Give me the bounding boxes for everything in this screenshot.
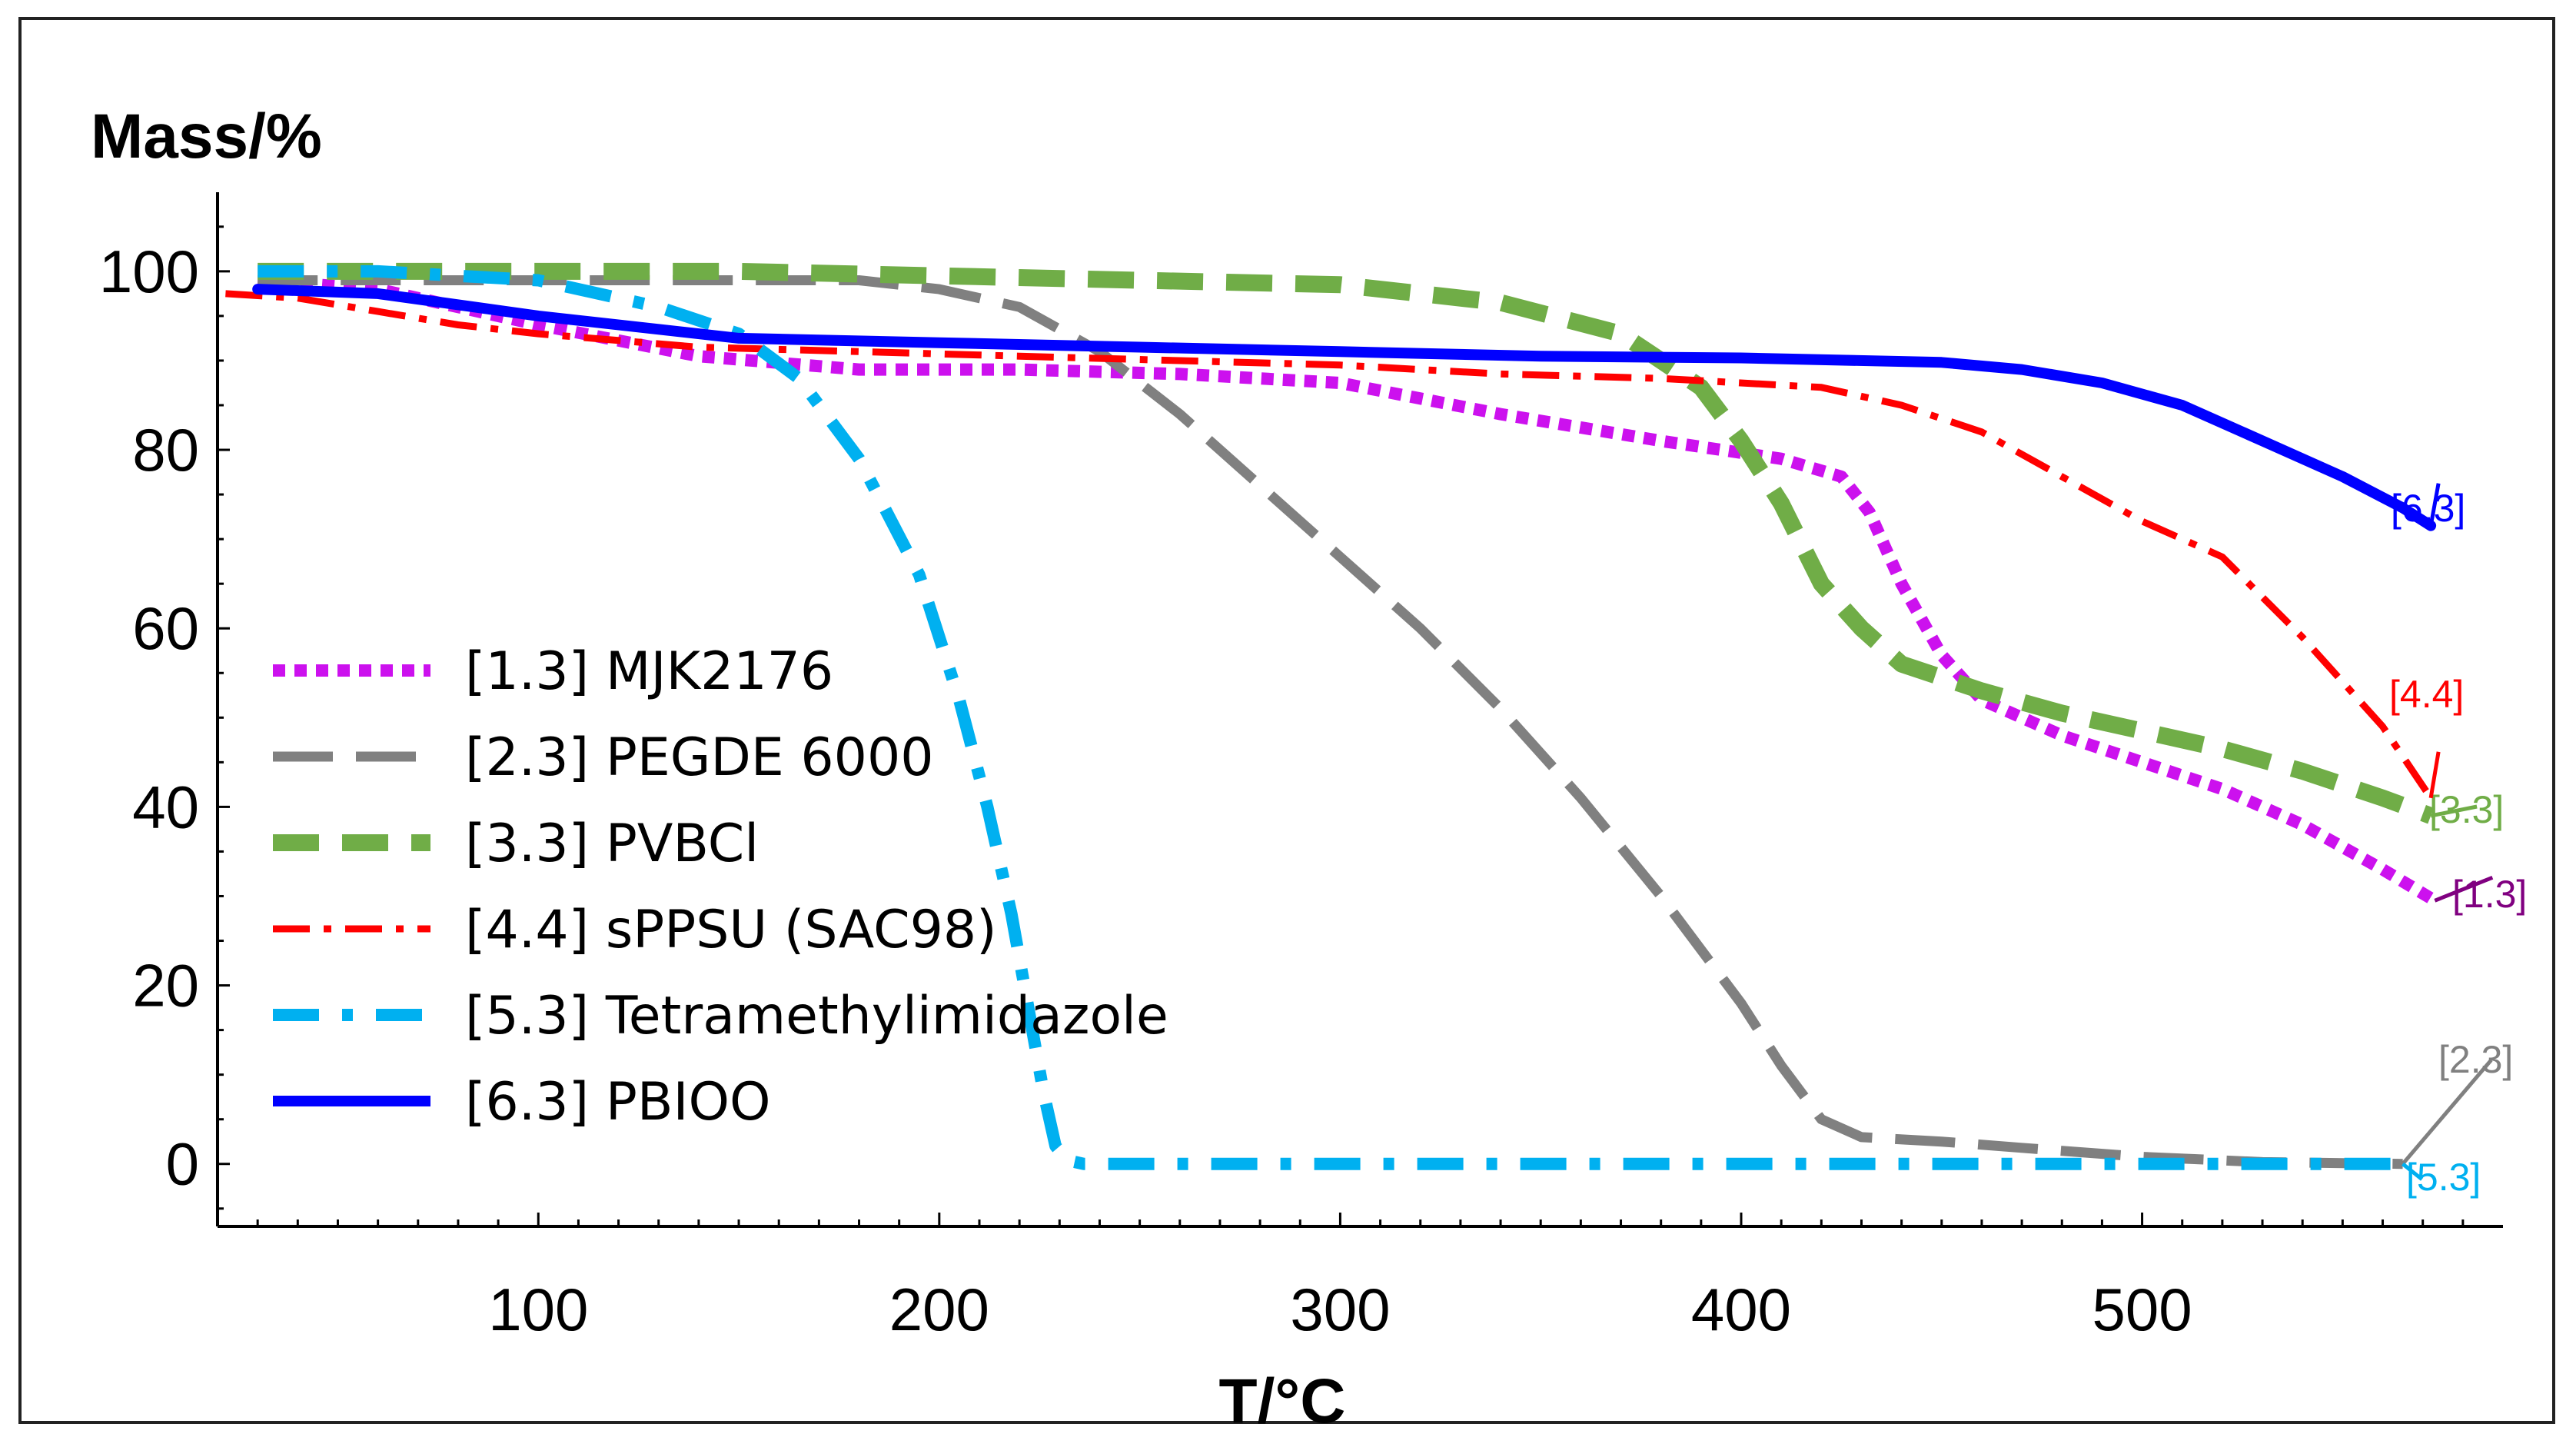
y-ticks: 0 20 40 60 80 100 xyxy=(99,225,230,1210)
end-label-s1: [1.3] xyxy=(2452,873,2527,916)
series-line-s2 xyxy=(258,275,2403,1170)
series-line-s6 xyxy=(252,284,2437,531)
y-axis-title: Mass/% xyxy=(91,101,322,171)
y-tick-label: 0 xyxy=(166,1130,199,1198)
series-line-s1 xyxy=(257,274,2438,907)
x-tick-label: 500 xyxy=(2092,1276,2192,1343)
x-tick-label: 200 xyxy=(889,1276,989,1343)
legend-label-s2: [2.3] PEGDE 6000 xyxy=(465,727,933,788)
y-tick-label: 40 xyxy=(132,773,199,840)
legend-label-s6: [6.3] PBIOO xyxy=(465,1072,771,1133)
end-leader-s4 xyxy=(2428,751,2441,799)
plot-series xyxy=(225,262,2438,1170)
x-tick-label: 300 xyxy=(1290,1276,1390,1343)
y-tick-label: 60 xyxy=(132,594,199,662)
end-leader-s3 xyxy=(2430,804,2478,818)
end-leader-s5 xyxy=(2401,1162,2424,1181)
x-ticks: 100 200 300 400 500 xyxy=(256,1213,2465,1343)
legend-label-s1: [1.3] MJK2176 xyxy=(465,641,833,702)
legend-label-s5: [5.3] Tetramethylimidazole xyxy=(465,986,1168,1046)
end-label-s4: [4.4] xyxy=(2389,673,2464,716)
end-leader-s6 xyxy=(2428,483,2441,527)
end-leader-s1 xyxy=(2434,875,2494,903)
end-label-s5: [5.3] xyxy=(2406,1156,2481,1199)
series-line-s5 xyxy=(258,265,2403,1170)
end-leader-s2 xyxy=(2401,1059,2493,1166)
y-tick-label: 100 xyxy=(99,238,199,305)
legend: [1.3] MJK2176 [2.3] PEGDE 6000 [3.3] PVBCl… xyxy=(273,641,1168,1133)
series-line-s4 xyxy=(225,290,2434,800)
chart-frame xyxy=(18,17,2555,1424)
legend-label-s3: [3.3] PVBCl xyxy=(465,813,759,874)
legend-label-s4: [4.4] sPPSU (SAC98) xyxy=(465,900,997,960)
end-label-s2: [2.3] xyxy=(2438,1038,2513,1081)
y-tick-label: 20 xyxy=(132,952,199,1020)
y-tick-label: 80 xyxy=(132,416,199,484)
axes: 100 200 300 400 500 0 20 40 60 80 100 xyxy=(99,192,2503,1343)
x-tick-label: 400 xyxy=(1691,1276,1791,1343)
x-tick-label: 100 xyxy=(488,1276,588,1343)
end-label-s6: [6.3] xyxy=(2391,487,2465,530)
series-end-labels: [1.3] [2.3] [3.3] [4.4] [5.3] [6.3] xyxy=(2389,483,2527,1199)
x-axis-title: T/°C xyxy=(1219,1366,1346,1436)
series-line-s3 xyxy=(258,262,2434,824)
end-label-s3: [3.3] xyxy=(2429,788,2504,831)
